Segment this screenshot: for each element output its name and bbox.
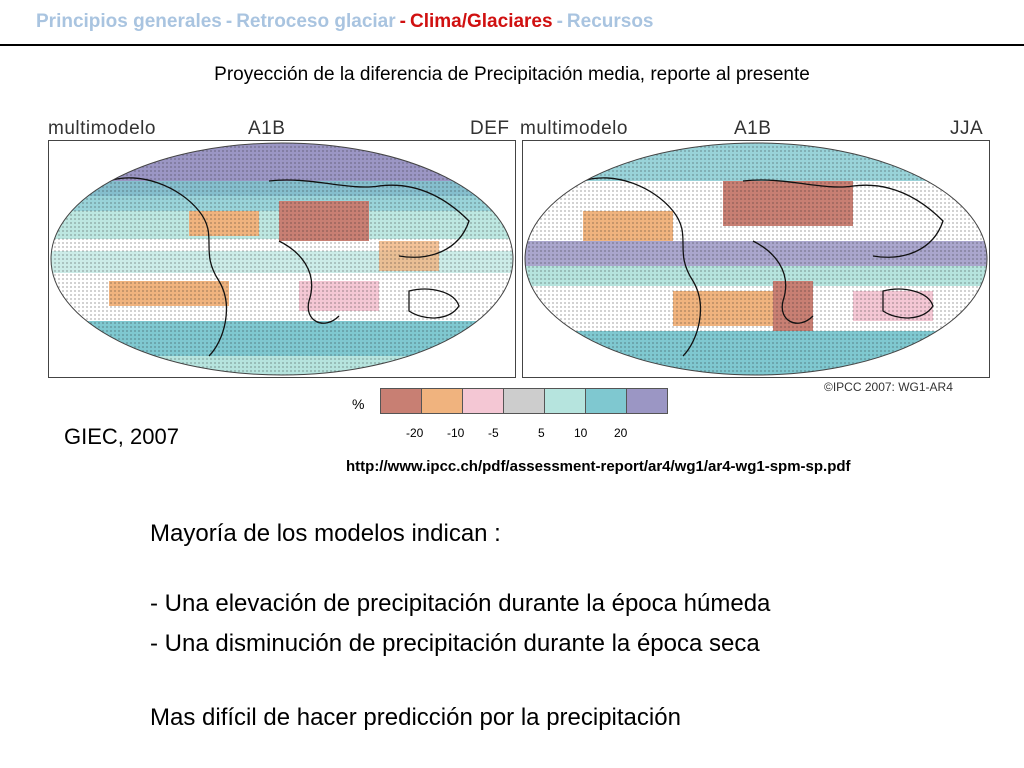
legend-unit: %	[352, 396, 365, 412]
legend-tick: 5	[538, 426, 545, 440]
legend-swatch	[463, 389, 504, 413]
legend-swatch	[422, 389, 463, 413]
panel-left-scenario: A1B	[248, 118, 286, 139]
legend-tick: -20	[406, 426, 424, 440]
nav-separator: -	[399, 11, 406, 32]
nav-separator: -	[225, 11, 233, 32]
bullet-item: - Una elevación de precipitación durante…	[150, 590, 771, 617]
legend-swatch	[381, 389, 422, 413]
nav-item-recursos[interactable]: Recursos	[566, 11, 654, 32]
legend-tick: -10	[447, 426, 465, 440]
bullet-item: - Una disminución de precipitación duran…	[150, 630, 760, 657]
conclusion-line: Mas difícil de hacer predicción por la p…	[150, 704, 681, 732]
panel-left-model: multimodelo	[48, 118, 156, 139]
panel-right-scenario: A1B	[734, 118, 772, 139]
conclusion-text: Mas difícil de hacer predicción por la p…	[150, 704, 681, 731]
nav-separator: -	[556, 11, 563, 32]
header-divider	[0, 44, 1024, 46]
legend-swatch	[504, 389, 545, 413]
source-url-link[interactable]: http://www.ipcc.ch/pdf/assessment-report…	[346, 458, 851, 475]
nav-item-clima-glaciares[interactable]: Clima/Glaciares	[409, 11, 553, 32]
source-citation: GIEC, 2007	[64, 424, 179, 449]
legend-swatches	[380, 388, 668, 414]
color-legend: % -20 -10 -5 5 10 20	[352, 388, 672, 448]
legend-tick: 10	[574, 426, 588, 440]
header-nav: Principios generales - Retroceso glaciar - C…	[0, 0, 1024, 44]
legend-swatch	[545, 389, 586, 413]
panel-right-season: JJA	[950, 118, 984, 139]
nav-item-retroceso[interactable]: Retroceso glaciar	[236, 11, 396, 32]
intro-text: Mayoría de los modelos indican :	[150, 520, 501, 547]
panel-left-season: DEF	[470, 118, 510, 139]
figure-title: Proyección de la diferencia de Precipita…	[214, 64, 810, 85]
map-jja	[522, 140, 990, 378]
legend-tick: -5	[488, 426, 499, 440]
map-def	[48, 140, 516, 378]
legend-swatch	[586, 389, 627, 413]
legend-swatch	[627, 389, 667, 413]
copyright-text: ©IPCC 2007: WG1-AR4	[824, 380, 953, 394]
nav-item-principios[interactable]: Principios generales	[36, 11, 222, 32]
legend-tick: 20	[614, 426, 628, 440]
panel-right-model: multimodelo	[520, 118, 628, 139]
